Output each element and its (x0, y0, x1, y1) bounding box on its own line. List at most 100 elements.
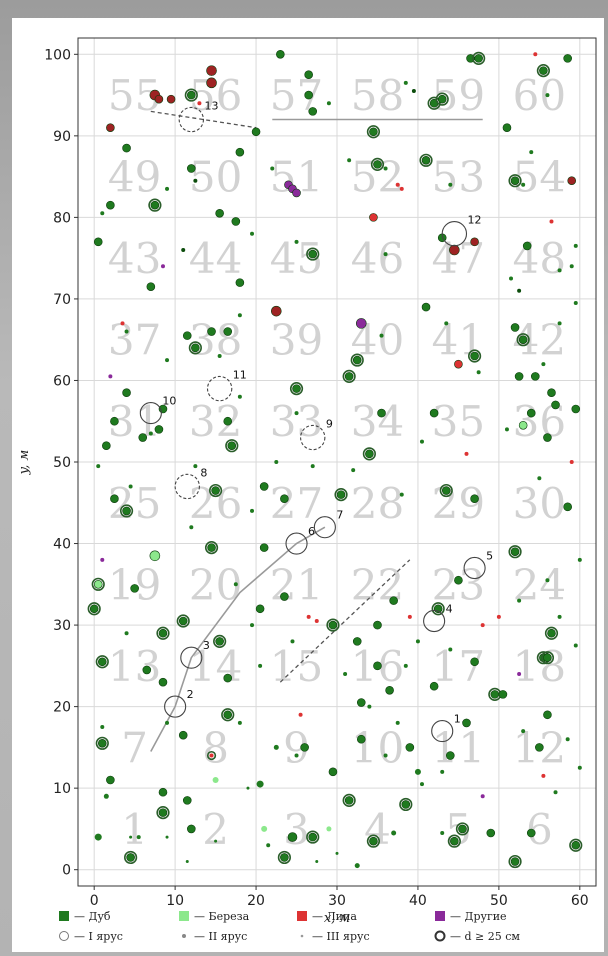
large-tree-ring (536, 64, 550, 78)
tree-point (569, 264, 574, 269)
tree-point (191, 343, 200, 353)
tree-point (308, 249, 318, 259)
tree-point (110, 416, 119, 426)
tree-point (165, 186, 170, 191)
tree-point (246, 786, 250, 790)
plot-number-label: 3 (283, 805, 310, 854)
tree-point (421, 156, 431, 165)
annotation-label: 9 (326, 417, 333, 430)
tree-point (369, 213, 378, 222)
tree-point (407, 614, 412, 619)
tree-point (142, 665, 152, 675)
tree-point (517, 288, 522, 293)
large-tree-ring (204, 541, 219, 555)
tree-point (138, 433, 148, 442)
legend-label: — Липа (312, 910, 357, 923)
tree-point (328, 767, 338, 777)
tree-point (89, 604, 99, 614)
x-axis-label: x, м (324, 911, 350, 926)
tree-point (261, 825, 268, 832)
large-tree-ring (540, 651, 555, 665)
large-tree-ring (342, 793, 356, 807)
tree-point (563, 54, 572, 63)
annotation-circle (313, 516, 336, 539)
tree-point (541, 773, 546, 778)
plot-number-label: 38 (189, 316, 242, 365)
chart-frame: 1234567891011121314151617181920212223242… (12, 18, 604, 952)
tree-point (356, 698, 366, 707)
annotation-label: 6 (308, 525, 315, 538)
large-tree-ring (188, 341, 202, 355)
tree-point (158, 628, 168, 638)
large-tree-ring (431, 602, 445, 616)
tree-point (399, 492, 404, 497)
annotation-label: 13 (204, 99, 218, 112)
tree-point (437, 94, 447, 104)
tree-point (470, 657, 479, 667)
annotation-circle (300, 424, 326, 451)
tree-point (573, 243, 578, 248)
tree-point (464, 451, 469, 456)
y-tick-label: 20 (53, 700, 71, 716)
tree-point (273, 744, 279, 750)
tree-point (518, 335, 528, 344)
plot-number-label: 48 (513, 234, 566, 283)
tree-point (403, 80, 408, 85)
tree-point (182, 331, 192, 340)
tree-point (403, 663, 408, 668)
tree-point (521, 182, 526, 187)
tree-point (521, 729, 526, 734)
tree-point (178, 730, 188, 740)
x-tick-label: 50 (490, 893, 508, 909)
tree-point (300, 743, 309, 752)
large-tree-ring (289, 382, 304, 396)
large-tree-ring (87, 602, 101, 616)
legend-label: — II ярус (194, 930, 247, 943)
tree-point (223, 710, 233, 720)
tree-point (365, 449, 374, 459)
tree-point (294, 411, 299, 416)
tree-point (510, 547, 520, 556)
tree-point (557, 321, 562, 326)
tree-point (450, 836, 459, 846)
plot-number-label: 54 (513, 153, 566, 202)
tree-point (259, 482, 269, 491)
tree-point (547, 388, 556, 397)
tree-point (124, 631, 129, 636)
tree-point (356, 734, 366, 744)
tree-point (474, 54, 483, 63)
tree-point (557, 268, 562, 273)
tree-point (510, 323, 520, 332)
large-tree-ring (306, 247, 320, 261)
tree-point (214, 839, 218, 843)
legend-label: — III ярус (312, 930, 370, 943)
tree-point (150, 200, 160, 210)
tree-point (377, 408, 386, 418)
annotation-circle (139, 402, 162, 425)
annotation-label: 2 (187, 688, 194, 701)
tree-point (103, 793, 109, 799)
tree-point (419, 439, 424, 444)
legend-marker (297, 911, 307, 921)
tree-point (567, 176, 577, 185)
tree-point (573, 301, 578, 305)
large-tree-ring (156, 806, 170, 820)
tree-point (429, 681, 439, 691)
legend-marker (59, 911, 69, 921)
y-axis-label: y, м (17, 450, 32, 476)
legend-label: — I ярус (74, 930, 123, 943)
tree-point (187, 824, 196, 834)
annotation-label: 10 (162, 395, 176, 408)
tree-point (211, 486, 220, 495)
tree-point (207, 327, 216, 336)
plot-number-label: 28 (351, 479, 404, 528)
large-tree-ring (366, 125, 381, 139)
tree-point (429, 408, 439, 418)
annotation-label: 1 (454, 713, 461, 726)
y-tick-label: 0 (62, 863, 71, 879)
tree-point (401, 800, 411, 809)
plot-number-label: 37 (108, 316, 161, 365)
plot-number-label: 49 (108, 153, 161, 202)
tree-point (294, 753, 299, 758)
plot-number-label: 2 (202, 805, 229, 854)
